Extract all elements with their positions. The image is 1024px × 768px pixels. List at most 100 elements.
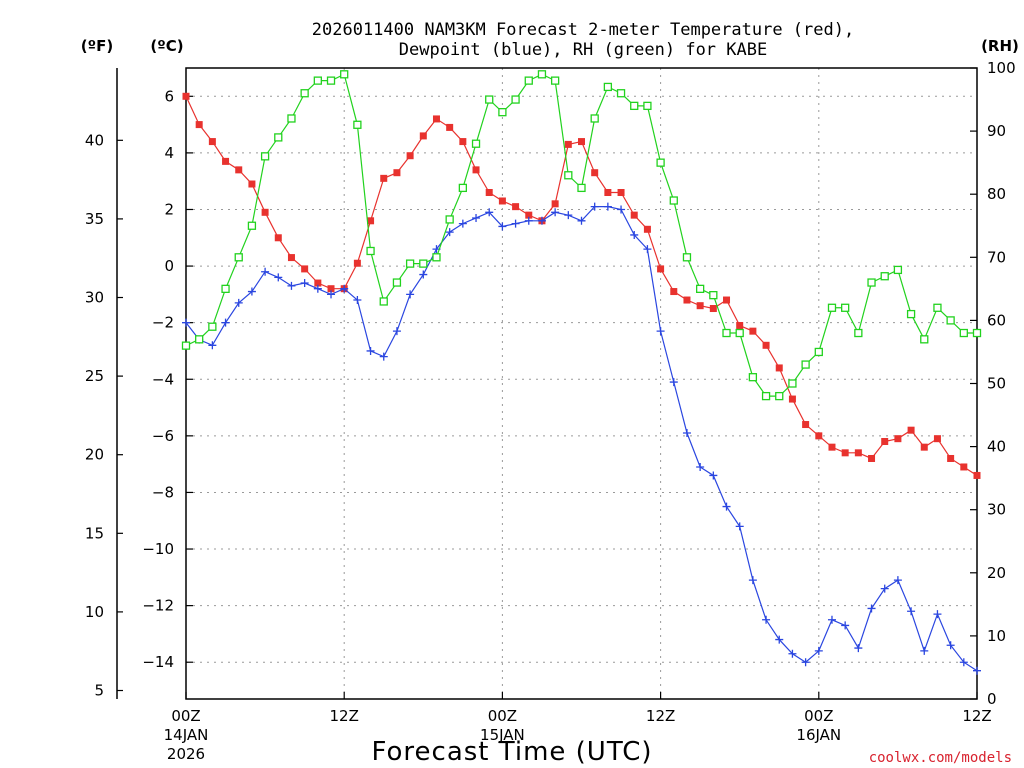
dewpoint-point [669,378,678,387]
temperature-point [578,138,585,146]
temperature-point [274,234,282,242]
fahrenheit-tick-label: 15 [85,524,104,542]
x-axis-label: Forecast Time (UTC) [371,737,652,767]
rh-tick-label: 20 [987,564,1006,582]
rh-series [181,70,982,401]
temperature-point [248,180,256,188]
rh-point [775,391,784,401]
dewpoint-point [261,267,270,276]
dewpoint-point [392,327,401,336]
rh-point [208,322,217,331]
temperature-point [960,463,968,471]
dewpoint-point [643,245,652,254]
temperature-point [683,296,691,304]
temperature-point [485,189,493,197]
rh-point [893,265,903,275]
rh-point [195,335,204,344]
dewpoint-point [458,219,467,228]
celsius-tick-label: −10 [142,540,174,558]
dewpoint-point [814,646,823,655]
rh-point [458,183,468,193]
rh-point [814,347,823,357]
gridlines [186,68,977,699]
dewpoint-point [445,228,454,237]
temperature-point [894,435,902,443]
dewpoint-point [748,576,757,585]
rh-point [181,341,191,350]
celsius-tick-label: −4 [152,370,174,388]
rh-point [827,303,837,312]
dewpoint-point [762,615,771,624]
temperature-point [551,200,559,208]
dewpoint-point [630,230,639,239]
temperature-point [709,305,717,313]
fahrenheit-tick-label: 20 [85,446,104,464]
dewpoint-point [379,352,388,361]
temperature-point [630,211,638,219]
rh-point [669,196,678,205]
dewpoint-point [880,584,889,593]
dewpoint-point [564,211,573,220]
dewpoint-point [247,287,256,296]
celsius-tick-label: −14 [142,653,174,671]
temperature-series [182,92,981,479]
dewpoint-point [696,462,705,471]
rh-point [841,303,850,312]
dewpoint-point [419,270,428,279]
celsius-tick-label: −12 [142,597,174,615]
rh-point [920,335,929,344]
rh-point [906,309,916,319]
rh-tick-label: 50 [987,375,1006,393]
rh-point [603,82,613,92]
rh-point [630,101,639,111]
dewpoint-point [735,522,744,531]
dewpoint-point [907,607,916,616]
x-tick-label: 00Z [488,707,517,725]
temperature-point [498,197,506,205]
dewpoint-point [841,621,850,630]
rh-tick-label: 80 [987,185,1006,203]
temperature-point [643,225,651,233]
temperature-point [815,432,823,440]
temperature-point [287,254,295,262]
dewpoint-point [893,576,902,585]
temperature-point [367,217,375,225]
rh-point [287,114,296,123]
temperature-point [604,189,612,197]
temperature-point [393,169,401,177]
rh-tick-label: 30 [987,501,1006,519]
dewpoint-point [300,279,309,288]
temperature-point [841,449,849,457]
rh-point [445,215,454,224]
temperature-point [353,259,361,267]
temperature-point [525,211,533,219]
x-tick-label: 12Z [962,707,991,725]
celsius-tick-label: 2 [164,200,174,218]
credit-label: coolwx.com/models [869,750,1012,766]
dewpoint-point [221,318,230,327]
dewpoint-point [287,281,296,290]
temperature-point [327,285,335,293]
temperature-point [512,203,520,211]
temperature-point [854,449,862,457]
temperature-point [736,321,744,329]
rh-point [735,328,744,338]
rh-point [709,291,718,300]
rh-point [656,158,665,167]
x-tick-label: 00Z [171,707,200,725]
temperature-point [406,152,414,160]
fahrenheit-unit-label: (ºF) [81,37,113,55]
dewpoint-point [340,284,349,293]
fahrenheit-tick-label: 25 [85,367,104,385]
temperature-point [222,157,230,165]
dewpoint-point [498,222,507,231]
dewpoint-point [551,208,560,217]
rh-point [933,303,942,312]
dewpoint-point [524,216,533,225]
dewpoint-point [827,615,836,624]
temperature-point [775,364,783,372]
celsius-tick-label: 6 [164,87,174,105]
tick-labels: 6420−2−4−6−8−10−12−144035302520151051009… [85,59,1016,763]
dewpoint-point [274,273,283,282]
temperature-point [696,302,704,310]
